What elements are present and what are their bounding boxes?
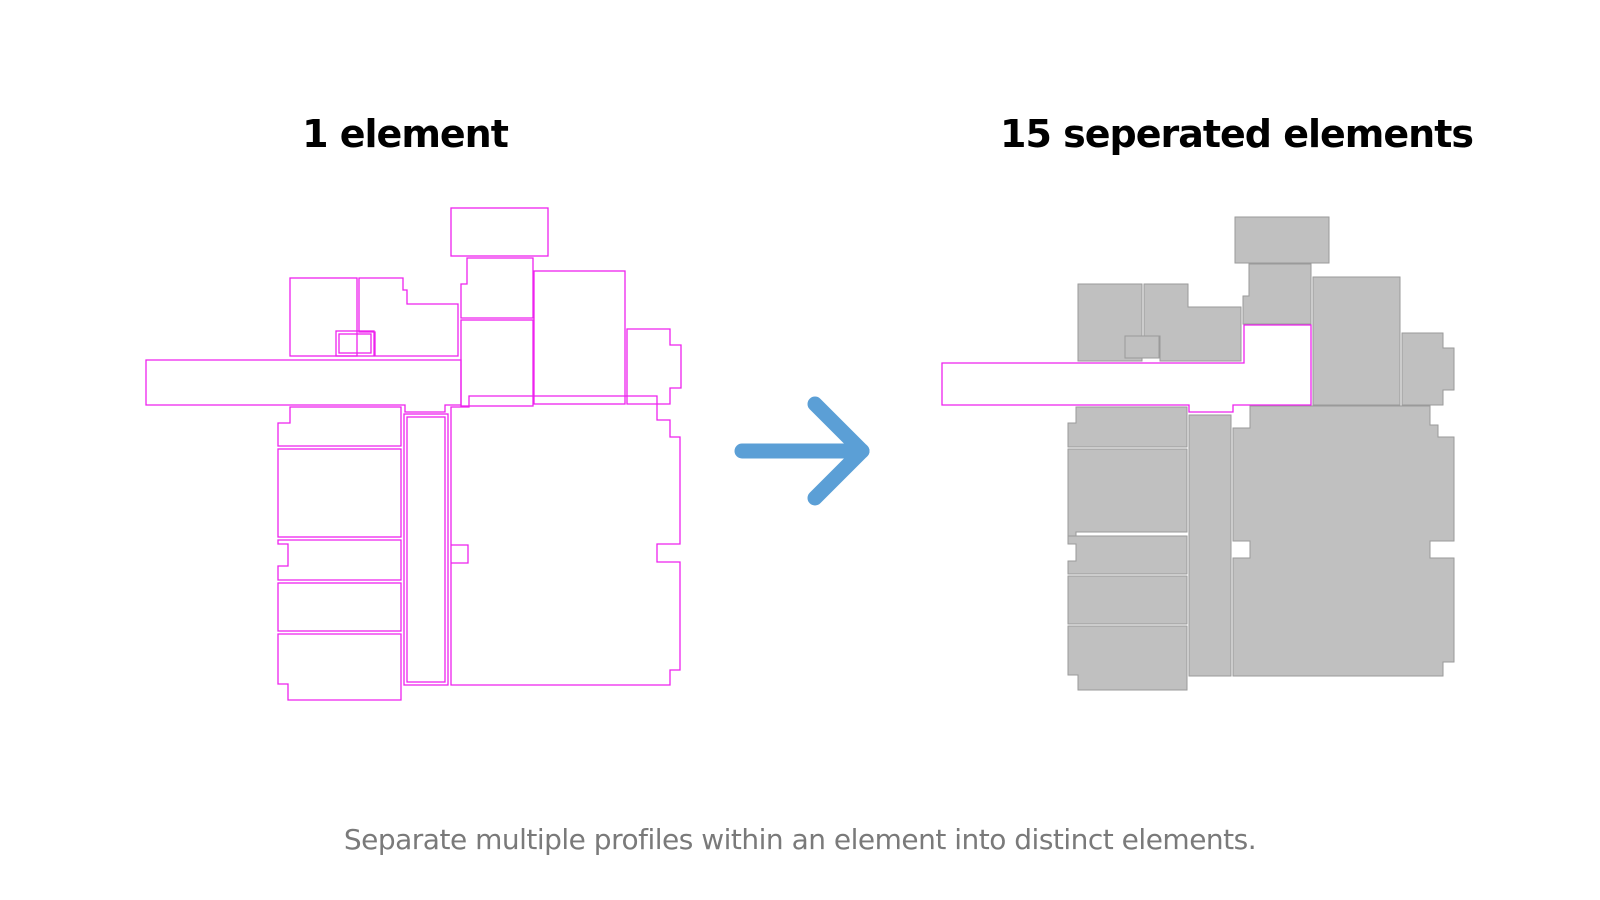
caption: Separate multiple profiles within an ele… xyxy=(343,823,1257,856)
profile-room-left-2 xyxy=(277,448,402,538)
element-11 xyxy=(1067,575,1188,625)
profile-big-room-notch xyxy=(451,544,469,564)
profile-room-upper-left xyxy=(289,277,358,357)
profile-room-upper-middle xyxy=(358,277,459,357)
profile-narrow-room-inner xyxy=(406,416,446,683)
profile-small-closet-inner xyxy=(338,333,372,354)
profile-big-room xyxy=(450,395,681,686)
element-12 xyxy=(1067,625,1188,691)
element-10 xyxy=(1067,535,1188,575)
element-15-corridor xyxy=(941,324,1312,413)
profile-room-tall-right xyxy=(533,270,626,405)
element-1 xyxy=(1234,216,1330,264)
element-8 xyxy=(1067,406,1188,448)
profile-room-upper-right xyxy=(460,257,534,319)
single-element-plan xyxy=(145,207,682,701)
profile-top-room xyxy=(450,207,549,257)
element-7 xyxy=(1401,332,1455,406)
profile-room-left-1 xyxy=(277,406,402,447)
element-4 xyxy=(1124,335,1160,359)
profile-room-east-wing xyxy=(626,328,682,405)
profile-room-left-5 xyxy=(277,633,402,701)
profile-room-mid-right xyxy=(460,319,534,407)
element-13 xyxy=(1188,414,1232,677)
right-panel-title: 15 seperated elements xyxy=(1000,112,1474,156)
profile-room-left-4 xyxy=(277,582,402,632)
element-5 xyxy=(1242,263,1312,325)
left-panel-title: 1 element xyxy=(302,112,509,156)
separated-elements-plan xyxy=(941,216,1455,691)
profile-small-closet xyxy=(335,330,375,357)
profile-corridor xyxy=(145,359,462,413)
element-9 xyxy=(1067,448,1188,541)
element-14 xyxy=(1232,405,1455,677)
profile-room-left-3 xyxy=(277,539,402,581)
profile-narrow-room xyxy=(403,413,449,686)
arrow-right-icon xyxy=(734,396,870,506)
element-6 xyxy=(1312,276,1401,406)
